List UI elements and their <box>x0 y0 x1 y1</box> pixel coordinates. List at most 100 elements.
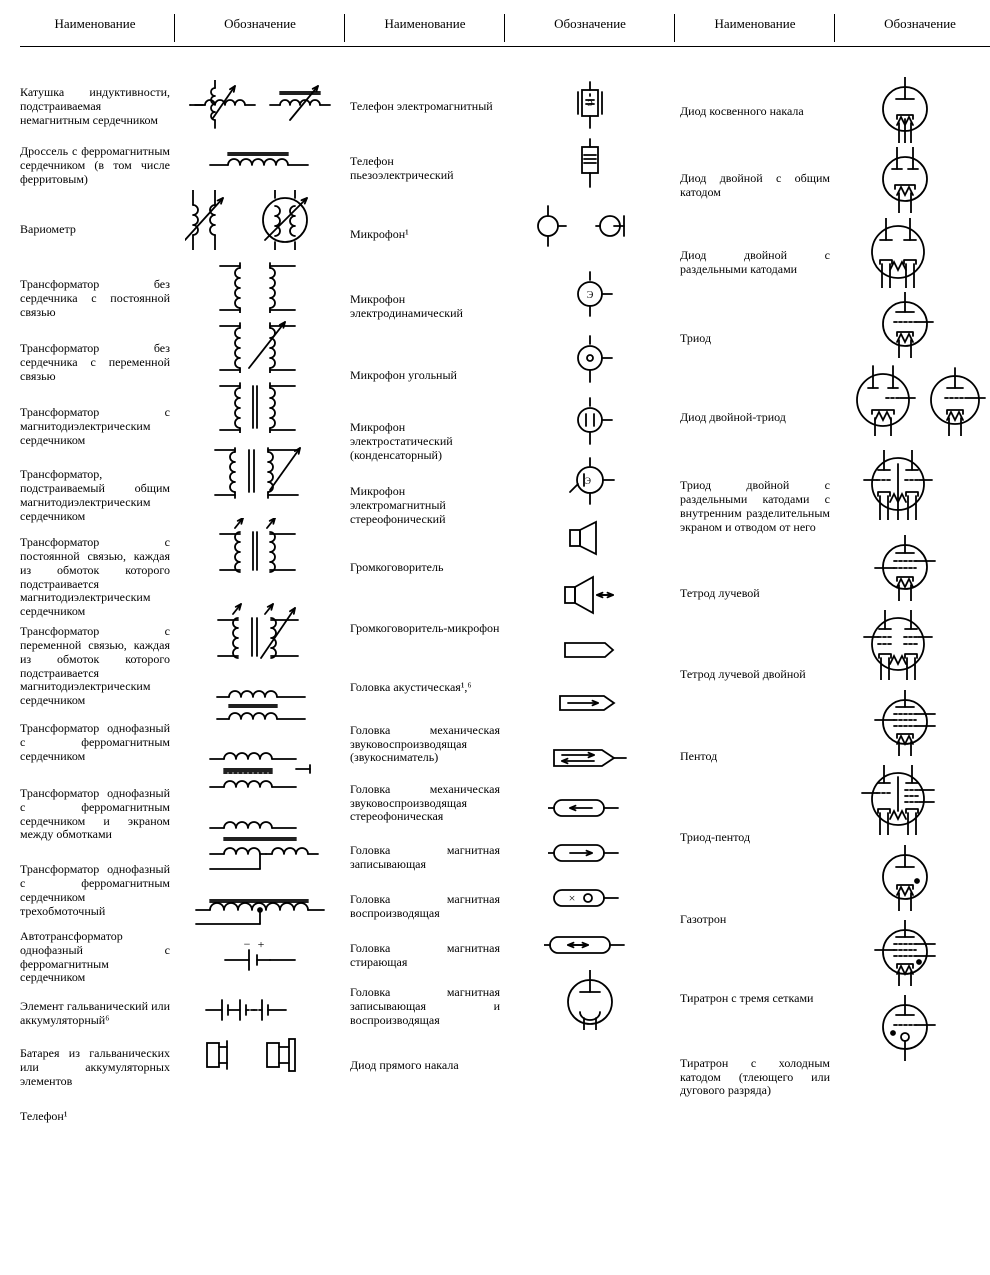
schematic-symbol <box>180 185 340 255</box>
schematic-symbol <box>180 315 340 375</box>
svg-text:−: − <box>244 942 251 951</box>
component-name: Громкоговоритель <box>350 538 500 597</box>
component-name: Телефон пьезоэлектрический <box>350 139 500 198</box>
component-name: Пентод <box>680 717 830 796</box>
component-name: Головка магнитная воспроизводящая <box>350 882 500 931</box>
schematic-symbol <box>180 735 340 810</box>
schematic-symbol <box>180 985 340 1035</box>
schematic-symbol <box>510 190 670 260</box>
header-rule <box>20 46 990 47</box>
component-name: Громкоговоритель-микрофон <box>350 597 500 661</box>
schematic-symbol <box>840 760 990 840</box>
col-header: Наименование <box>350 10 500 46</box>
schematic-symbol <box>180 505 340 590</box>
component-name: Триод <box>680 302 830 376</box>
component-name: Микрофон электростатический (конденсатор… <box>350 410 500 474</box>
col-header: Обозначение <box>840 10 990 46</box>
symbol-table: Наименование Обозначение Наименование Об… <box>20 10 970 1139</box>
component-name: Тетрод лучевой <box>680 554 830 633</box>
schematic-symbol <box>840 360 990 440</box>
component-name: Головка магнитная стирающая <box>350 931 500 980</box>
schematic-symbol: Э <box>510 450 670 510</box>
schematic-symbol <box>840 290 990 360</box>
col-header: Обозначение <box>510 10 670 46</box>
component-name: Триод-пентод <box>680 796 830 880</box>
component-name: Трансформатор, подстраиваемый общим магн… <box>20 459 170 533</box>
schematic-symbol <box>510 830 670 875</box>
col3-symbols <box>840 75 990 1139</box>
component-name: Головка акустическая¹,⁶ <box>350 661 500 715</box>
col1-symbols: −+ <box>180 75 340 1139</box>
schematic-symbol <box>510 785 670 830</box>
component-name: Телефон электромагнитный <box>350 75 500 139</box>
schematic-symbol <box>180 675 340 735</box>
component-name: Тиратрон с холодным катодом (тлеющего ил… <box>680 1038 830 1117</box>
component-name: Тиратрон с тремя сетками <box>680 959 830 1038</box>
component-name: Элемент гальванический или аккумуляторны… <box>20 987 170 1041</box>
component-name: Диод прямого накала <box>350 1034 500 1098</box>
component-name: Диод косвенного накала <box>680 75 830 149</box>
schematic-symbol <box>840 215 990 290</box>
schematic-symbol <box>180 590 340 675</box>
schematic-symbol <box>840 605 990 685</box>
schematic-symbol <box>510 970 670 1030</box>
component-name: Вариометр <box>20 193 170 267</box>
schematic-symbol <box>840 75 990 145</box>
component-name: Диод двойной с раздельными катодами <box>680 223 830 302</box>
component-name: Трансформатор однофазный с ферромагнитны… <box>20 854 170 928</box>
component-name: Головка магнитная записывающая <box>350 833 500 882</box>
svg-text:Э: Э <box>587 99 592 108</box>
schematic-symbol <box>510 135 670 190</box>
component-name: Трансформатор с переменной связью, кажда… <box>20 622 170 711</box>
schematic-symbol: Э <box>510 260 670 325</box>
svg-text:Э: Э <box>585 476 591 486</box>
component-name: Головка магнитная записывающая и воспрои… <box>350 980 500 1034</box>
col2-symbols: Э Э Э × <box>510 75 670 1139</box>
schematic-symbol <box>840 685 990 760</box>
component-name: Головка механическая звуковоспроизводяща… <box>350 715 500 774</box>
schematic-symbol <box>180 75 340 135</box>
component-name: Микрофон¹ <box>350 198 500 272</box>
component-name: Трансформатор с магнитодиэлектрическим с… <box>20 395 170 459</box>
component-name: Телефон¹ <box>20 1095 170 1139</box>
schematic-symbol <box>840 440 990 530</box>
svg-text:Э: Э <box>587 290 594 301</box>
component-name: Трансформатор без сердечника с постоянно… <box>20 267 170 331</box>
schematic-symbol <box>840 915 990 990</box>
schematic-symbol: Э <box>510 75 670 135</box>
component-name: Диод двойной с общим катодом <box>680 149 830 223</box>
component-name: Трансформатор с постоянной связью, кажда… <box>20 533 170 622</box>
schematic-symbol <box>180 135 340 185</box>
page: Наименование Обозначение Наименование Об… <box>0 0 990 1275</box>
col-header: Наименование <box>20 10 170 46</box>
schematic-symbol <box>510 510 670 565</box>
component-name: Триод двойной с раздельными катодами с в… <box>680 460 830 554</box>
schematic-symbol <box>180 880 340 935</box>
col3-names: Диод косвенного накалаДиод двойной с общ… <box>680 75 830 1139</box>
schematic-symbol <box>840 145 990 215</box>
component-name: Трансформатор однофазный с ферромагнитны… <box>20 711 170 775</box>
schematic-symbol <box>840 530 990 605</box>
schematic-symbol <box>510 625 670 675</box>
component-name: Батарея из гальванических или аккумулято… <box>20 1041 170 1095</box>
component-name: Газотрон <box>680 880 830 959</box>
schematic-symbol <box>840 990 990 1065</box>
component-name: Трансформатор однофазный с ферромагнитны… <box>20 775 170 854</box>
schematic-symbol <box>510 565 670 625</box>
component-name: Трансформатор без сердечника с переменно… <box>20 331 170 395</box>
svg-text:+: + <box>258 942 265 951</box>
schematic-symbol <box>510 675 670 730</box>
schematic-symbol <box>180 810 340 880</box>
schematic-symbol <box>180 375 340 435</box>
schematic-symbol <box>180 255 340 315</box>
col1-names: Катушка индуктивности, подстраиваемая не… <box>20 75 170 1139</box>
component-name: Катушка индуктивности, подстраиваемая не… <box>20 75 170 139</box>
col-header: Обозначение <box>180 10 340 46</box>
component-name: Дроссель с ферромагнитным сердечником (в… <box>20 139 170 193</box>
schematic-symbol <box>510 730 670 785</box>
schematic-symbol <box>840 840 990 915</box>
schematic-symbol: × <box>510 875 670 920</box>
schematic-symbol <box>510 325 670 390</box>
component-name: Головка механическая звуковоспроизводяща… <box>350 774 500 833</box>
schematic-symbol <box>180 1035 340 1075</box>
